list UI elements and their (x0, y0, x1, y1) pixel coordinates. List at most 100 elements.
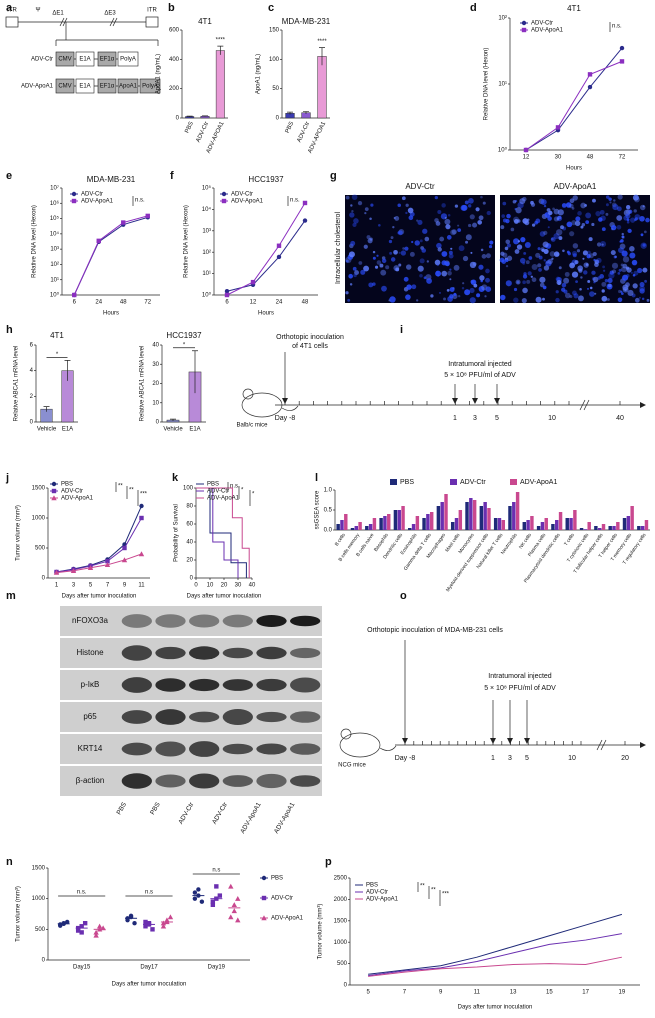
bar (522, 522, 527, 530)
cell-signal (501, 214, 506, 218)
significance: n.s. (230, 484, 240, 490)
legend-label: ADV-ApoA1 (61, 496, 94, 502)
x-tick-label: 72 (619, 155, 626, 161)
cell-signal (625, 266, 630, 270)
band (155, 614, 186, 628)
cell-signal (453, 264, 460, 271)
x-tick-label: Vehicle (37, 427, 57, 433)
y-tick-label: 1500 (334, 918, 348, 924)
element-box (55, 51, 75, 67)
cell-signal (546, 261, 549, 264)
timeline-ticks (284, 401, 621, 405)
cell-signal (520, 237, 526, 243)
cell-signal (639, 288, 645, 294)
cell-signal (644, 279, 647, 283)
cell-signal (364, 211, 367, 215)
error-bar (303, 111, 309, 114)
band (189, 646, 220, 660)
bar (597, 528, 602, 530)
y-tick-label: 500 (35, 927, 46, 933)
cell-signal (632, 194, 639, 201)
cell-signal (367, 238, 373, 244)
row-label: β-action (76, 776, 105, 785)
bar (354, 526, 359, 530)
x-axis-label: Days after tumor inoculation (112, 982, 187, 988)
y-tick-label: 100 (183, 486, 194, 492)
cell-signal (519, 257, 526, 264)
band (256, 743, 287, 755)
x-tick-label: 5 (89, 583, 93, 589)
arrowhead (452, 398, 500, 404)
cell-signal (522, 287, 528, 294)
cell-signal (376, 260, 382, 265)
bar (344, 514, 348, 530)
cell-signal (581, 222, 586, 227)
cell-signal (580, 225, 584, 229)
bar (544, 518, 548, 530)
bar (368, 524, 373, 530)
cell-signal (553, 233, 560, 240)
cell-signal (423, 276, 427, 280)
cell-signal (363, 265, 370, 272)
cell-signal (601, 227, 606, 232)
bar (397, 510, 401, 530)
x-tick-label: Gamma delta T cells (403, 532, 433, 572)
y-tick-label: 4 (30, 368, 34, 374)
timeline-ticks (404, 741, 626, 745)
cell-signal (642, 267, 648, 273)
panel-letter: c (268, 2, 274, 14)
cell-signal (586, 287, 590, 290)
band (290, 677, 321, 693)
cell-signal (357, 200, 363, 206)
cell-signal (566, 221, 573, 228)
marker (139, 503, 144, 509)
cell-signal (419, 273, 423, 278)
bar (612, 526, 616, 530)
break-mark (112, 17, 118, 27)
cell-signal (392, 225, 395, 229)
cell-signal (465, 234, 472, 241)
bar (622, 518, 627, 530)
cell-signal (470, 251, 473, 254)
x-tick-label: PBS (285, 121, 296, 134)
cell-signal (538, 255, 543, 260)
cell-signal (539, 276, 546, 283)
cell-signal (439, 236, 445, 242)
cell-signal (542, 285, 547, 290)
cell-signal (561, 282, 567, 288)
marker (87, 565, 94, 570)
marker (231, 902, 237, 907)
band (155, 646, 186, 660)
y-tick-label: 40 (152, 343, 159, 349)
x-tick-label: 6 (225, 300, 229, 306)
y-tick-label: 0.5 (324, 508, 333, 514)
cell-signal (380, 269, 387, 276)
cell-signal (555, 290, 559, 294)
cell-signal (448, 250, 453, 255)
cell-signal (589, 291, 595, 297)
y-tick-label: 40 (186, 540, 193, 546)
y-tick-label: 10² (498, 16, 507, 22)
cell-signal (574, 220, 581, 227)
cell-signal (354, 270, 359, 275)
cell-signal (504, 246, 509, 251)
bar (583, 529, 588, 530)
cell-signal (575, 216, 581, 222)
band (222, 614, 253, 628)
x-tick-label: Natural killer T cells (476, 532, 505, 570)
cell-signal (600, 215, 606, 221)
cell-signal (572, 195, 578, 201)
cell-signal (610, 227, 614, 231)
cell-signal (555, 297, 560, 303)
series-line (525, 60, 623, 151)
cell-signal (475, 207, 480, 212)
y-tick-label: 20 (152, 381, 159, 387)
marker (51, 481, 57, 487)
cell-signal (604, 279, 609, 283)
cell-signal (524, 220, 530, 226)
x-tick-label: 24 (95, 300, 102, 306)
y-tick-label: 2500 (334, 876, 348, 882)
x-tick-label: 40 (249, 583, 256, 589)
cell-signal (585, 212, 592, 219)
cell-signal (500, 251, 505, 256)
